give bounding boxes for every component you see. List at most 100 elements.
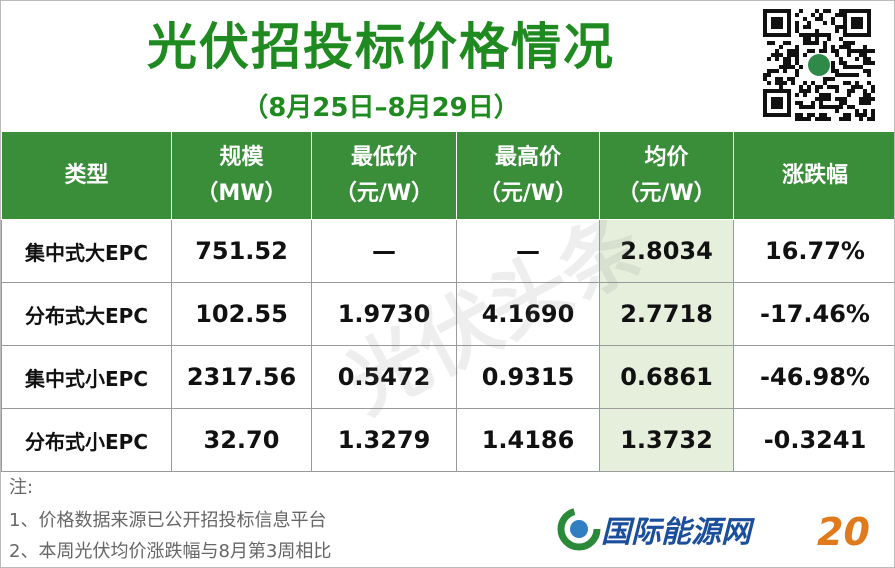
qr-module <box>775 101 779 105</box>
table-cell: 2.8034 <box>599 219 734 283</box>
qr-module <box>851 33 855 37</box>
qr-module <box>791 81 795 85</box>
qr-module <box>795 117 799 121</box>
header-line: （元/W） <box>334 180 434 206</box>
qr-module <box>787 113 791 117</box>
qr-module <box>783 57 787 61</box>
qr-module <box>847 33 851 37</box>
qr-module <box>795 113 799 117</box>
qr-module <box>767 57 771 61</box>
qr-module <box>823 105 827 109</box>
qr-module <box>863 69 867 73</box>
qr-module <box>775 49 779 53</box>
qr-module <box>787 9 791 13</box>
qr-module <box>835 89 839 93</box>
table-cell: 1.9730 <box>311 282 457 346</box>
table-cell: 4.1690 <box>456 282 600 346</box>
qr-module <box>803 41 807 45</box>
qr-module <box>823 81 827 85</box>
qr-module <box>843 81 847 85</box>
qr-module <box>871 89 875 93</box>
qr-module <box>827 77 831 81</box>
qr-module <box>811 41 815 45</box>
qr-module <box>859 33 863 37</box>
qr-module <box>787 53 791 57</box>
column-header: 涨跌幅 <box>733 131 894 220</box>
qr-module <box>831 69 835 73</box>
qr-module <box>795 45 799 49</box>
qr-module <box>835 109 839 113</box>
qr-module <box>787 97 791 101</box>
qr-module <box>851 9 855 13</box>
header-line: 涨跌幅 <box>781 162 848 188</box>
qr-module <box>835 97 839 101</box>
qr-module <box>775 21 779 25</box>
qr-module <box>779 101 783 105</box>
qr-module <box>771 25 775 29</box>
qr-module <box>847 73 851 77</box>
qr-module <box>839 101 843 105</box>
qr-module <box>843 65 847 69</box>
column-header: 最高价 （元/W） <box>456 131 600 220</box>
title: 光伏招投标价格情况 <box>147 18 615 76</box>
qr-module <box>867 61 871 65</box>
qr-module <box>863 57 867 61</box>
table-cell: 1.3279 <box>311 408 457 472</box>
qr-module <box>791 65 795 69</box>
qr-module <box>867 29 871 33</box>
table-cell: 32.70 <box>171 408 312 472</box>
qr-module <box>767 89 771 93</box>
qr-module <box>855 109 859 113</box>
qr-module <box>847 113 851 117</box>
qr-module <box>867 9 871 13</box>
qr-module <box>775 9 779 13</box>
qr-module <box>807 117 811 121</box>
qr-module <box>847 45 851 49</box>
qr-module <box>775 25 779 29</box>
qr-module <box>839 97 843 101</box>
qr-module <box>867 81 871 85</box>
table-cell: 0.6861 <box>599 345 734 409</box>
qr-module <box>803 89 807 93</box>
qr-module <box>803 93 807 97</box>
qr-module <box>803 117 807 121</box>
qr-module <box>811 49 815 53</box>
qr-module <box>839 13 843 17</box>
subtitle: （8月25日–8月29日） <box>242 93 520 123</box>
qr-module <box>783 33 787 37</box>
qr-module <box>775 89 779 93</box>
qr-module <box>787 21 791 25</box>
qr-module <box>835 105 839 109</box>
table-cell: -0.3241 <box>733 408 894 472</box>
qr-module <box>843 117 847 121</box>
qr-module <box>787 77 791 81</box>
qr-module <box>807 41 811 45</box>
qr-module <box>871 97 875 101</box>
qr-module <box>787 33 791 37</box>
qr-module <box>807 85 811 89</box>
header-line: （元/W） <box>478 180 578 206</box>
qr-module <box>787 105 791 109</box>
qr-module <box>819 33 823 37</box>
qr-module <box>763 109 767 113</box>
qr-module <box>843 21 847 25</box>
qr-module <box>783 81 787 85</box>
qr-module <box>855 49 859 53</box>
qr-module <box>763 97 767 101</box>
qr-module <box>815 29 819 33</box>
qr-module <box>863 45 867 49</box>
qr-module <box>763 17 767 21</box>
qr-module <box>775 105 779 109</box>
qr-module <box>871 109 875 113</box>
qr-module <box>787 25 791 29</box>
qr-module <box>859 113 863 117</box>
qr-module <box>839 25 843 29</box>
qr-module <box>819 17 823 21</box>
table-row: 分布式大EPC 102.55 1.9730 4.1690 2.7718 -17.46% <box>1 282 894 346</box>
table-cell: 2317.56 <box>171 345 312 409</box>
qr-module <box>831 65 835 69</box>
qr-module <box>779 97 783 101</box>
header-line: （元/W） <box>617 180 716 206</box>
qr-module <box>871 85 875 89</box>
